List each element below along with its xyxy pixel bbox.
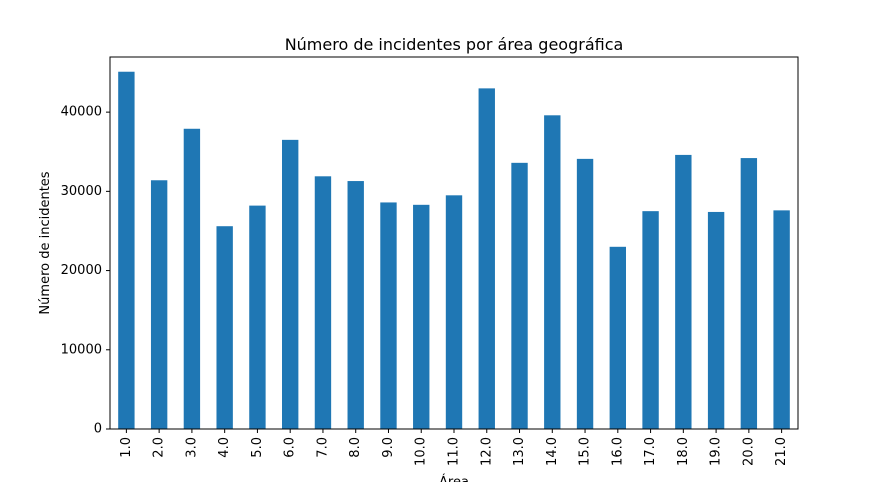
bar-17.0 — [642, 211, 659, 429]
x-tick-label: 5.0 — [250, 437, 265, 458]
bar-13.0 — [511, 162, 528, 429]
chart-title: Número de incidentes por área geográfica — [285, 35, 624, 54]
x-tick-label: 14.0 — [545, 437, 560, 466]
y-ticks-group: 0 10000 20000 30000 40000 — [61, 105, 110, 437]
x-tick-label: 7.0 — [315, 437, 330, 458]
x-ticks-group: 1.0 2.0 3.0 4.0 5.0 6.0 7.0 8.0 9.0 10.0 11.0 12.0 1… — [119, 429, 789, 466]
y-axis-label: Número de incidentes — [38, 171, 53, 314]
x-tick-label: 19.0 — [709, 437, 724, 466]
bar-11.0 — [445, 195, 463, 429]
x-tick-label: 13.0 — [512, 437, 527, 466]
bar-21.0 — [773, 210, 790, 429]
x-tick-label: 10.0 — [414, 437, 429, 466]
bar-2.0 — [150, 180, 168, 429]
bar-9.0 — [380, 202, 397, 429]
x-tick-label: 8.0 — [348, 437, 363, 458]
x-tick-label: 2.0 — [152, 437, 167, 458]
x-tick-label: 3.0 — [184, 437, 199, 458]
bar-20.0 — [740, 158, 758, 429]
bar-1.0 — [118, 71, 135, 429]
y-tick-label: 30000 — [61, 184, 102, 199]
bar-15.0 — [576, 158, 594, 429]
x-tick-label: 12.0 — [479, 437, 494, 466]
y-tick-label: 40000 — [61, 105, 102, 120]
y-tick-label: 10000 — [61, 342, 102, 357]
y-tick-label: 0 — [94, 422, 102, 437]
bar-5.0 — [249, 205, 266, 429]
bar-16.0 — [609, 246, 626, 429]
x-tick-label: 21.0 — [774, 437, 789, 466]
x-axis-label: Área — [439, 474, 469, 482]
x-tick-label: 15.0 — [578, 437, 593, 466]
bars-group — [118, 71, 790, 430]
x-tick-label: 16.0 — [610, 437, 625, 466]
bar-14.0 — [544, 115, 561, 430]
x-tick-label: 20.0 — [741, 437, 756, 466]
x-tick-label: 4.0 — [217, 437, 232, 458]
bar-18.0 — [675, 154, 692, 429]
x-tick-label: 11.0 — [447, 437, 462, 466]
bar-12.0 — [478, 88, 495, 429]
bar-6.0 — [282, 139, 299, 430]
plot-frame — [109, 56, 799, 430]
x-tick-label: 6.0 — [283, 437, 298, 458]
bar-10.0 — [413, 204, 430, 429]
x-tick-label: 1.0 — [119, 437, 134, 458]
x-tick-label: 17.0 — [643, 437, 658, 466]
y-tick-label: 20000 — [61, 263, 102, 278]
x-tick-label: 18.0 — [676, 437, 691, 466]
bar-4.0 — [216, 226, 233, 429]
x-tick-label: 9.0 — [381, 437, 396, 458]
bar-19.0 — [707, 211, 725, 429]
bar-8.0 — [347, 181, 364, 429]
bar-7.0 — [314, 176, 332, 429]
bar-3.0 — [183, 128, 201, 429]
